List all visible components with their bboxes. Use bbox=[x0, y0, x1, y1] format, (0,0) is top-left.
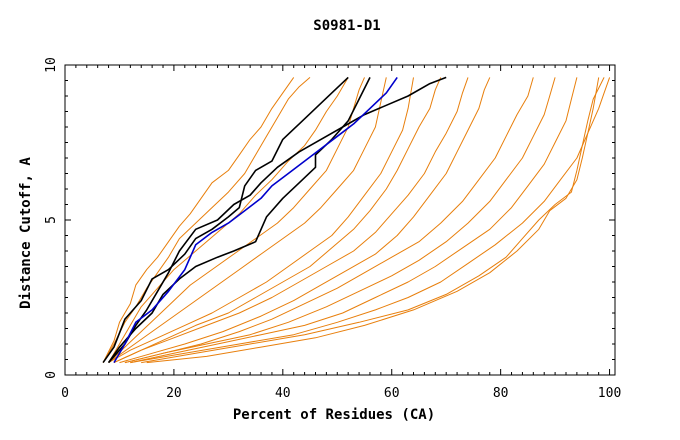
series-group bbox=[102, 76, 611, 364]
plot-frame bbox=[64, 64, 616, 376]
x-tick-label: 60 bbox=[384, 386, 400, 401]
x-tick-label: 20 bbox=[166, 386, 182, 401]
series-line-orange-13 bbox=[124, 77, 534, 364]
x-tick-label: 80 bbox=[493, 386, 509, 401]
series-line-orange-17 bbox=[141, 77, 605, 364]
series-line-orange-6 bbox=[108, 77, 349, 363]
series-line-black-0 bbox=[102, 76, 349, 364]
series-line-orange-15 bbox=[130, 77, 578, 364]
y-tick-label: 0 bbox=[44, 371, 59, 379]
series-line-orange-18 bbox=[146, 77, 611, 364]
x-tick-label: 0 bbox=[61, 386, 69, 401]
chart-title: S0981-D1 bbox=[313, 18, 380, 34]
y-axis-label: Distance Cutoff, A bbox=[18, 157, 34, 309]
series-line-orange-12 bbox=[119, 77, 491, 364]
y-tick-label: 5 bbox=[44, 216, 59, 224]
series-line-orange-11 bbox=[113, 77, 469, 364]
y-ticks: 0 5 10 bbox=[44, 57, 615, 379]
series-line-orange-4 bbox=[102, 77, 295, 363]
series-line-orange-10 bbox=[113, 77, 442, 364]
series-line-orange-14 bbox=[124, 77, 556, 364]
x-tick-label: 40 bbox=[275, 386, 291, 401]
x-ticks: 0 20 40 60 80 100 bbox=[61, 65, 621, 401]
x-axis-label: Percent of Residues (CA) bbox=[233, 407, 435, 423]
y-tick-label: 10 bbox=[44, 57, 59, 73]
series-line-orange-8 bbox=[108, 77, 387, 364]
series-line-orange-9 bbox=[108, 77, 414, 364]
x-tick-label: 100 bbox=[598, 386, 621, 401]
series-line-black-2 bbox=[107, 76, 447, 364]
series-line-orange-16 bbox=[130, 77, 600, 364]
series-line-black-1 bbox=[107, 77, 371, 364]
series-line-orange-7 bbox=[108, 77, 365, 363]
series-line-blue-3 bbox=[113, 76, 398, 364]
